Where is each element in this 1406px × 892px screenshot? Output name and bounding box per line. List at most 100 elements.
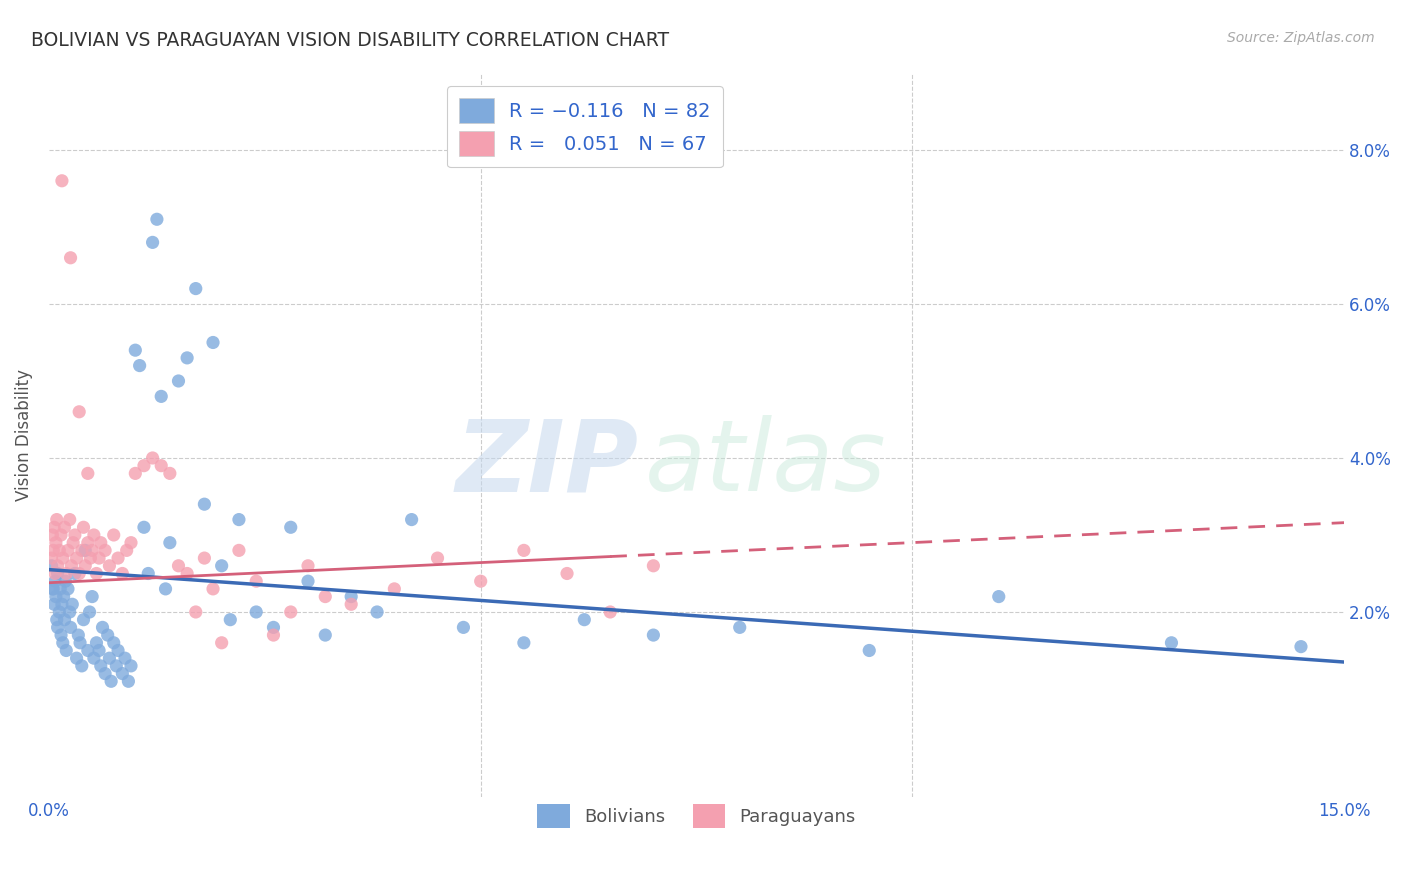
Point [49,628,72,642]
Point [76,643,98,657]
Point [132,458,155,473]
Point [211,636,233,650]
Point [167,374,190,388]
Point [48,605,70,619]
Point [382,582,405,596]
Point [44,520,66,534]
Point [48,543,70,558]
Point [107,643,129,657]
Point [63,566,86,581]
Point [70,659,93,673]
Point [228,543,250,558]
Point [67,405,90,419]
Point [513,636,536,650]
Point [98,558,121,573]
Point [103,528,125,542]
Point [297,574,319,589]
Point [41,582,63,596]
Point [41,558,63,573]
Point [401,512,423,526]
Point [94,543,117,558]
Point [55,643,77,657]
Point [63,528,86,542]
Point [91,620,114,634]
Point [426,551,449,566]
Point [53,613,76,627]
Point [97,628,120,642]
Point [184,282,207,296]
Point [44,574,66,589]
Point [211,558,233,573]
Point [366,605,388,619]
Point [82,543,104,558]
Point [176,566,198,581]
Point [52,551,75,566]
Point [86,636,108,650]
Point [67,566,90,581]
Point [42,543,65,558]
Point [55,566,77,581]
Point [65,551,87,566]
Point [280,520,302,534]
Point [132,520,155,534]
Point [340,590,363,604]
Point [176,351,198,365]
Point [76,535,98,549]
Point [59,620,82,634]
Point [728,620,751,634]
Point [107,551,129,566]
Point [453,620,475,634]
Point [45,590,67,604]
Point [49,528,72,542]
Point [280,605,302,619]
Point [45,512,67,526]
Point [128,359,150,373]
Point [59,605,82,619]
Point [82,590,104,604]
Point [103,636,125,650]
Point [193,497,215,511]
Point [75,558,97,573]
Point [62,535,84,549]
Point [124,343,146,358]
Point [1160,636,1182,650]
Text: atlas: atlas [645,416,886,512]
Point [44,566,66,581]
Point [51,597,73,611]
Point [1289,640,1312,654]
Point [46,558,69,573]
Point [56,543,79,558]
Point [124,467,146,481]
Point [41,528,63,542]
Point [45,535,67,549]
Legend: Bolivians, Paraguayans: Bolivians, Paraguayans [530,797,863,835]
Point [858,643,880,657]
Point [83,651,105,665]
Point [263,628,285,642]
Point [67,628,90,642]
Point [159,467,181,481]
Point [49,582,72,596]
Point [83,528,105,542]
Point [98,651,121,665]
Point [90,535,112,549]
Point [105,659,128,673]
Point [90,659,112,673]
Point [41,551,63,566]
Point [184,605,207,619]
Point [75,543,97,558]
Point [53,574,76,589]
Point [46,566,69,581]
Point [44,597,66,611]
Text: Source: ZipAtlas.com: Source: ZipAtlas.com [1227,31,1375,45]
Point [202,335,225,350]
Y-axis label: Vision Disability: Vision Disability [15,369,32,501]
Point [245,574,267,589]
Point [136,566,159,581]
Point [150,458,173,473]
Point [314,628,336,642]
Point [70,543,93,558]
Point [117,674,139,689]
Point [46,620,69,634]
Point [245,605,267,619]
